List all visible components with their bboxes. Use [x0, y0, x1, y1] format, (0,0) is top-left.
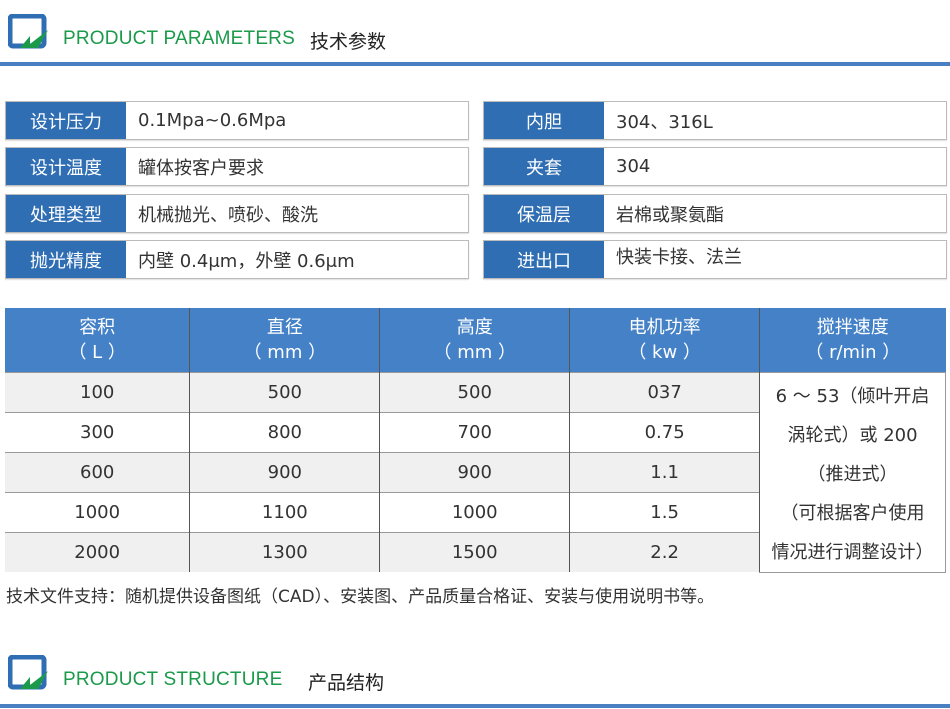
- table-header-row: 容积（ L ） 直径（ mm ） 高度（ mm ） 电机功率（ kw ） 搅拌速…: [5, 308, 946, 372]
- section-title-en: PRODUCT PARAMETERS: [63, 28, 295, 49]
- table-cell: 900: [379, 451, 570, 492]
- param-label: 处理类型: [6, 195, 126, 232]
- table-cell: 1100: [189, 491, 380, 532]
- column-header: 高度（ mm ）: [379, 308, 570, 372]
- section-header-structure: PRODUCT STRUCTURE 产品结构: [0, 655, 950, 705]
- param-label: 设计温度: [6, 148, 126, 185]
- param-row: 进出口 快装卡接、法兰: [483, 240, 947, 279]
- table-cell: 1500: [379, 531, 570, 572]
- table-row: 100 500 500 037 6 ～ 53（倾叶开启 涡轮式）或 200 （推进式） （可…: [5, 371, 946, 573]
- section-title-en: PRODUCT STRUCTURE: [63, 669, 283, 690]
- param-value: 岩棉或聚氨酯: [616, 204, 724, 226]
- table-cell: 1000: [5, 491, 190, 532]
- table-cell: 2.2: [569, 531, 760, 572]
- param-value: 机械抛光、喷砂、酸洗: [138, 204, 318, 226]
- param-row: 夹套 304: [483, 147, 947, 186]
- param-value: 内壁 0.4μm，外壁 0.6μm: [138, 250, 355, 272]
- table-row: 1000 1100 1000 1.5: [5, 491, 946, 532]
- table-cell: 2000: [5, 531, 190, 572]
- table-cell: 1.1: [569, 451, 760, 492]
- company-logo-icon: [8, 14, 48, 49]
- param-label: 夹套: [484, 148, 604, 185]
- table-cell: 600: [5, 451, 190, 492]
- column-header: 容积（ L ）: [5, 308, 190, 372]
- table-cell: 037: [569, 371, 760, 412]
- param-label: 进出口: [484, 241, 604, 278]
- footer-note: 技术文件支持：随机提供设备图纸（CAD）、安装图、产品质量合格证、安装与使用说明…: [6, 587, 715, 607]
- table-row: 600 900 900 1.1: [5, 451, 946, 492]
- param-value: 快装卡接、法兰: [616, 247, 742, 268]
- table-cell: 1300: [189, 531, 380, 572]
- param-row: 设计温度 罐体按客户要求: [5, 147, 469, 186]
- param-value: 304: [616, 156, 651, 177]
- param-row: 处理类型 机械抛光、喷砂、酸洗: [5, 194, 469, 233]
- table-cell: 500: [379, 371, 570, 412]
- table-row: 300 800 700 0.75: [5, 411, 946, 452]
- param-label: 设计压力: [6, 102, 126, 139]
- divider: [0, 704, 950, 708]
- column-header: 搅拌速度（ r/min ）: [759, 308, 946, 372]
- param-label: 抛光精度: [6, 241, 126, 278]
- table-cell: 1000: [379, 491, 570, 532]
- table-row: 2000 1300 1500 2.2: [5, 531, 946, 572]
- param-value: 0.1Mpa~0.6Mpa: [138, 110, 287, 131]
- param-value: 罐体按客户要求: [138, 157, 264, 179]
- company-logo-icon: [8, 655, 48, 690]
- spec-table: 容积（ L ） 直径（ mm ） 高度（ mm ） 电机功率（ kw ） 搅拌速…: [5, 308, 946, 573]
- table-cell: 100: [5, 371, 190, 412]
- table-cell: 800: [189, 411, 380, 452]
- table-cell: 500: [189, 371, 380, 412]
- section-title-cn: 技术参数: [310, 31, 387, 53]
- param-row: 抛光精度 内壁 0.4μm，外壁 0.6μm: [5, 240, 469, 279]
- table-cell: 700: [379, 411, 570, 452]
- table-cell: 0.75: [569, 411, 760, 452]
- column-header: 直径（ mm ）: [189, 308, 380, 372]
- divider: [0, 62, 950, 66]
- column-header: 电机功率（ kw ）: [569, 308, 760, 372]
- param-value: 304、316L: [616, 111, 713, 133]
- table-cell: 1.5: [569, 491, 760, 532]
- section-title-cn: 产品结构: [308, 672, 385, 694]
- param-label: 内胆: [484, 102, 604, 139]
- param-row: 设计压力 0.1Mpa~0.6Mpa: [5, 101, 469, 140]
- table-cell: 900: [189, 451, 380, 492]
- section-header-parameters: PRODUCT PARAMETERS 技术参数: [0, 14, 950, 64]
- param-row: 保温层 岩棉或聚氨酯: [483, 194, 947, 233]
- param-label: 保温层: [484, 195, 604, 232]
- param-row: 内胆 304、316L: [483, 101, 947, 140]
- stirring-speed-cell: 6 ～ 53（倾叶开启 涡轮式）或 200 （推进式） （可根据客户使用 情况进行调整设…: [759, 371, 946, 573]
- table-cell: 300: [5, 411, 190, 452]
